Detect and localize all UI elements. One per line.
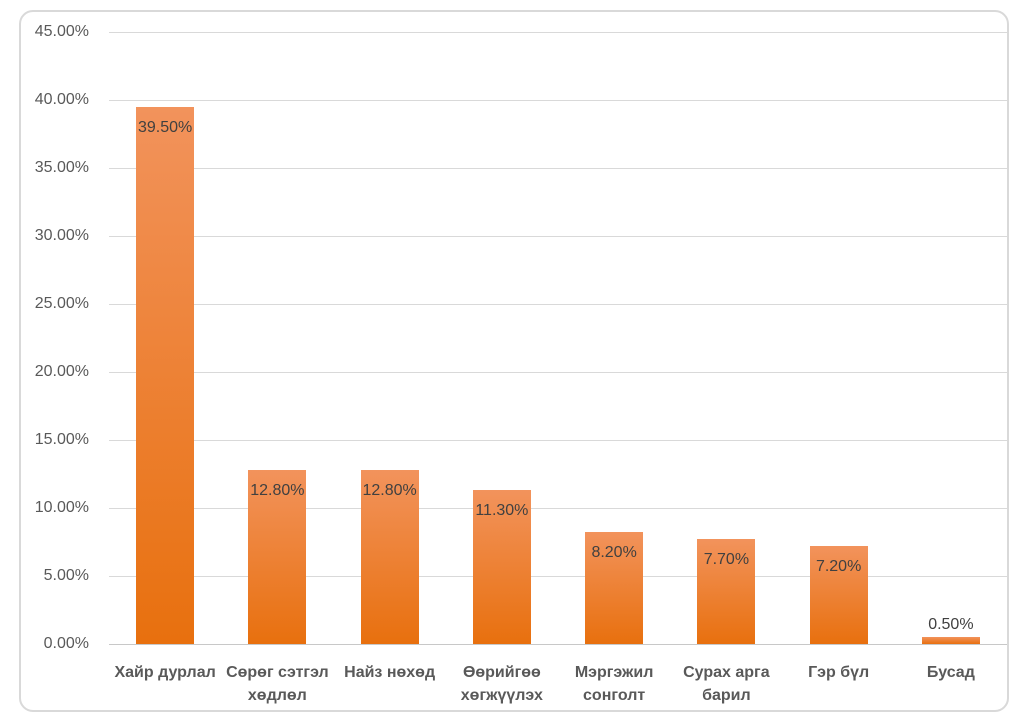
category-label-line: Гэр бүл (808, 664, 870, 681)
y-axis-tick-label: 20.00% (34, 363, 89, 380)
chart-bar (921, 637, 980, 644)
category-label: Сөрөг сэтгэл хөдлөл (221, 661, 333, 707)
bar-value-label: 7.20% (815, 558, 862, 576)
category-label-line: сонголт (583, 687, 646, 704)
gridline (109, 167, 1007, 169)
category-label-line: Мэргэжил (574, 664, 654, 681)
category-label: Гэр бүл (783, 661, 895, 684)
bar-value-label: 12.80% (362, 481, 417, 499)
gridline (109, 575, 1007, 577)
category-label-line: Бусад (926, 664, 975, 681)
category-label: Сурах арга барил (670, 661, 782, 707)
gridline (109, 303, 1007, 305)
y-axis-tick-label: 30.00% (34, 227, 89, 244)
category-label-line: Найз нөхөд (344, 664, 436, 681)
gridline (109, 31, 1007, 33)
x-axis-line (109, 643, 1007, 645)
category-label-line: Өөрийгөө (462, 664, 541, 681)
chart-bar (472, 490, 531, 644)
chart-bar (585, 532, 644, 644)
chart-bar (809, 546, 868, 644)
chart-bar (360, 469, 419, 644)
y-axis-tick-label: 35.00% (34, 159, 89, 176)
y-axis-tick-label: 25.00% (34, 295, 89, 312)
bar-value-label: 39.50% (137, 118, 193, 136)
category-label: Бусад (895, 661, 1007, 684)
category-label: Хайр дурлал (109, 661, 221, 684)
category-label-line: хөгжүүлэх (460, 687, 543, 704)
bar-value-label: 0.50% (928, 616, 974, 634)
gridline (109, 99, 1007, 101)
category-label-line: Сөрөг сэтгэл (226, 664, 329, 681)
y-axis-tick-label: 15.00% (34, 431, 89, 448)
category-label: Өөрийгөө хөгжүүлэх (446, 661, 558, 707)
y-axis-tick-label: 45.00% (34, 23, 89, 40)
bar-value-label: 7.70% (703, 551, 750, 569)
y-axis-tick-label: 0.00% (43, 635, 89, 652)
chart-bar (697, 539, 756, 644)
category-label-line: барил (702, 687, 751, 704)
category-label: Найз нөхөд (334, 661, 446, 684)
chart-bar (136, 106, 195, 644)
y-axis-tick-label: 5.00% (43, 567, 89, 584)
y-axis-tick-label: 40.00% (34, 91, 89, 108)
plot-area: 39.50% 12.80% 12.80% 11.30% 8.20% 7.70% 7.20% 0… (109, 31, 1007, 645)
gridline (109, 235, 1007, 237)
category-label-line: Сурах арга (683, 664, 770, 681)
bar-value-label: 12.80% (250, 481, 305, 499)
chart-area: 39.50% 12.80% 12.80% 11.30% 8.20% 7.70% 7.20% 0… (19, 10, 1009, 712)
chart-bar (248, 469, 307, 644)
bar-value-label: 11.30% (475, 502, 529, 520)
gridline (109, 371, 1007, 373)
bar-value-label: 8.20% (591, 544, 637, 562)
y-axis-tick-label: 10.00% (34, 499, 89, 516)
category-label-line: хөдлөл (247, 687, 307, 704)
category-label: Мэргэжил сонголт (558, 661, 670, 707)
gridline (109, 507, 1007, 509)
category-label-line: Хайр дурлал (114, 664, 216, 681)
gridline (109, 439, 1007, 441)
